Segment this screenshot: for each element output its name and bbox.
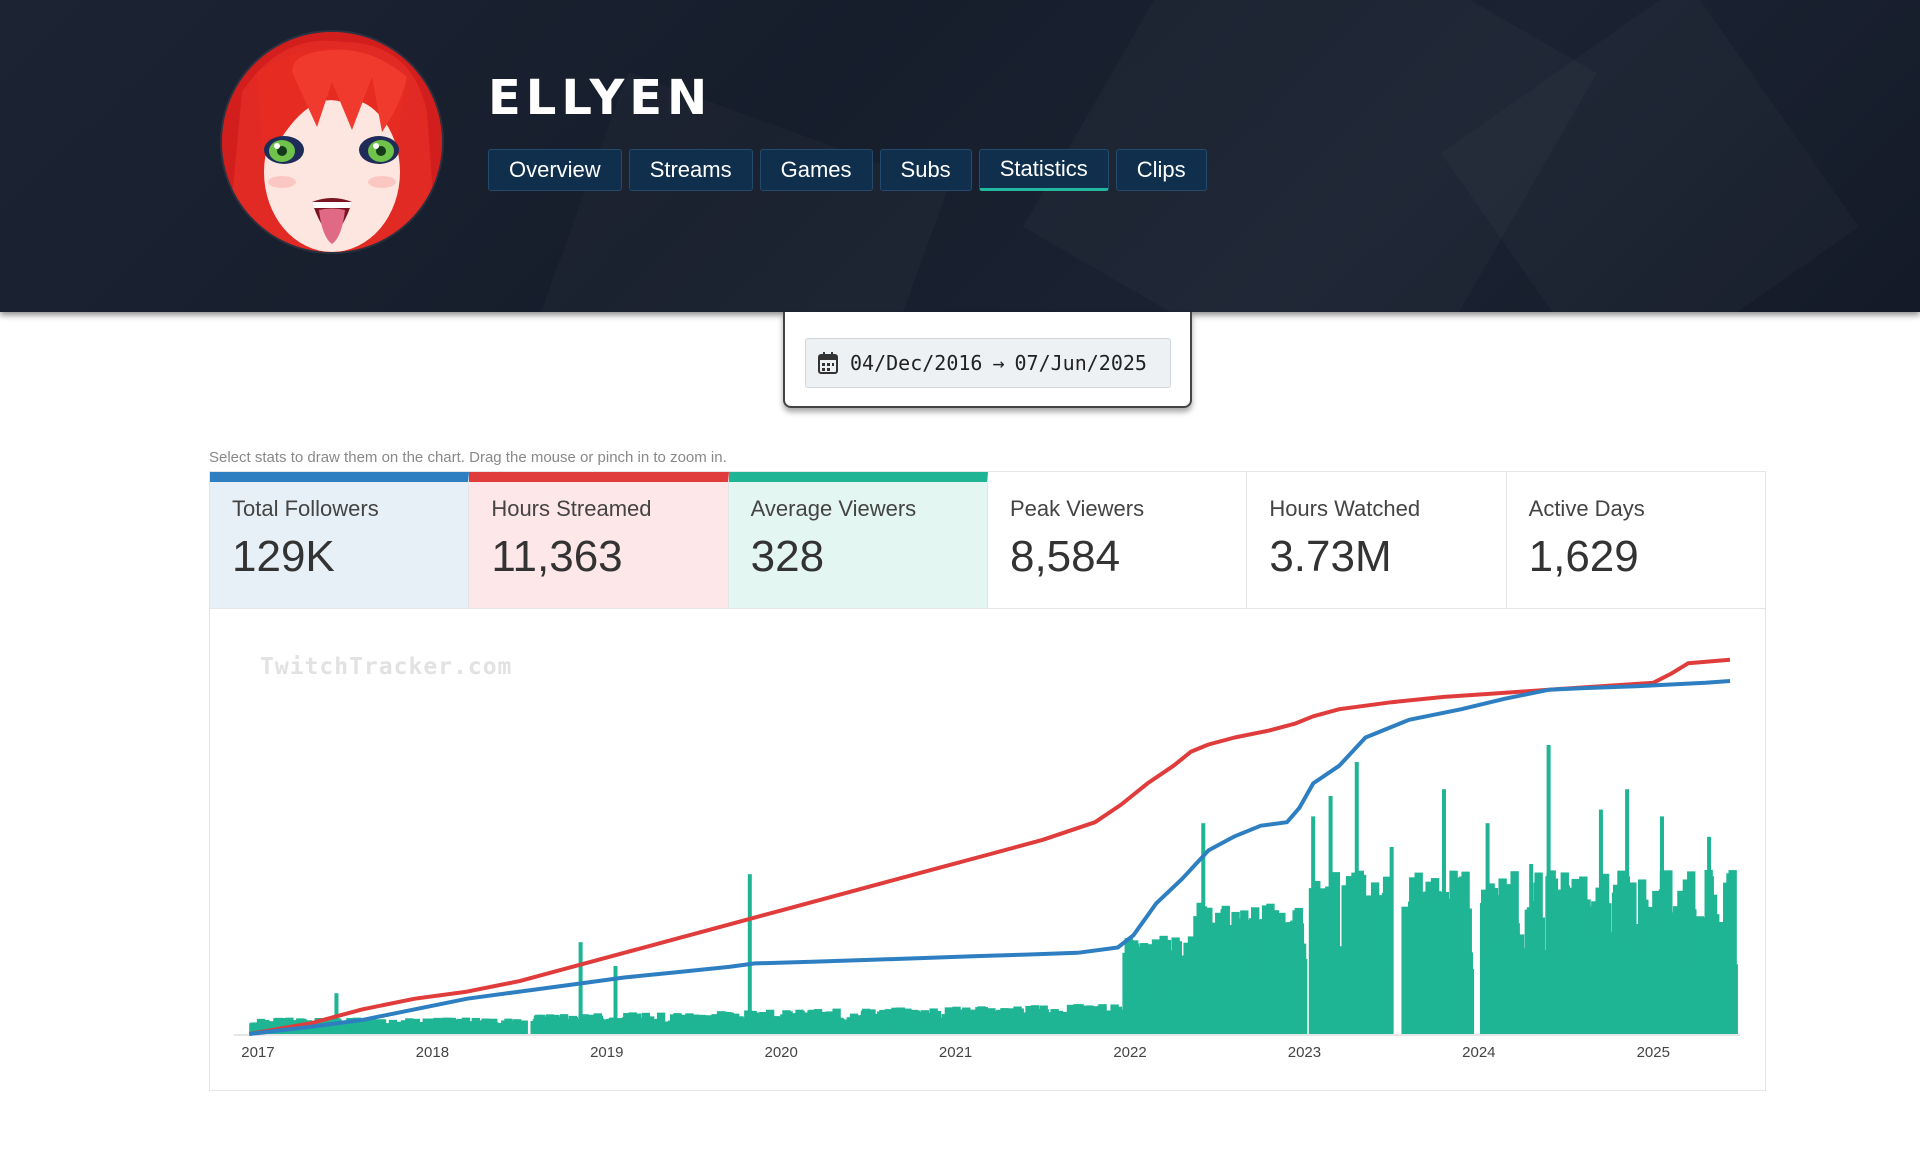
stat-value: 11,363: [491, 532, 623, 581]
average-viewers-spike: [1707, 836, 1712, 1034]
date-range-picker[interactable]: 04/Dec/2016 → 07/Jun/2025: [805, 338, 1171, 388]
tab-statistics[interactable]: Statistics: [978, 149, 1109, 191]
average-viewers-bar: [1030, 1005, 1040, 1034]
stat-value: 1,629: [1528, 532, 1639, 581]
average-viewers-spike: [613, 966, 618, 1034]
stat-label: Peak Viewers: [1009, 496, 1145, 521]
hours-streamed-line: [248, 657, 1731, 1036]
average-viewers-bar: [1382, 876, 1392, 1034]
avatar-image: [222, 32, 442, 252]
channel-tabs: Overview Streams Games Subs Statistics C…: [488, 149, 1207, 191]
stat-total-followers[interactable]: Total Followers 129K: [210, 472, 470, 608]
stat-label: Average Viewers: [750, 496, 917, 521]
average-viewers-bar: [370, 1019, 379, 1034]
stat-label: Total Followers: [232, 496, 379, 521]
chart-canvas[interactable]: 2017 2018 2019 2020 2021 2022 2023 2024 2025: [210, 609, 1765, 1089]
watermark: TwitchTracker.com: [260, 654, 513, 680]
stat-label: Active Days: [1528, 496, 1645, 521]
average-viewers-spike: [578, 942, 583, 1034]
x-axis-ticks: 2017 2018 2019 2020 2021 2022 2023 2024 2025: [241, 1044, 1670, 1061]
calendar-icon: [818, 352, 838, 374]
stat-label: Hours Streamed: [491, 496, 652, 521]
x-tick-label: 2020: [765, 1044, 798, 1061]
average-viewers-bar: [519, 1020, 528, 1034]
arrow-right-icon: →: [992, 351, 1005, 375]
average-viewers-spike: [1598, 809, 1603, 1034]
average-viewers-bar: [1465, 969, 1475, 1034]
tab-clips[interactable]: Clips: [1115, 149, 1207, 191]
average-viewers-bar: [1728, 870, 1737, 1034]
average-viewers-bars: [249, 745, 1738, 1034]
average-viewers-spike: [1328, 796, 1333, 1034]
stat-peak-viewers[interactable]: Peak Viewers 8,584: [987, 472, 1248, 608]
average-viewers-spike: [334, 993, 339, 1034]
average-viewers-spike: [1311, 816, 1316, 1034]
x-tick-label: 2024: [1462, 1044, 1495, 1061]
stat-value: 129K: [232, 532, 335, 581]
average-viewers-spike: [1485, 823, 1490, 1034]
x-tick-label: 2017: [241, 1044, 274, 1061]
x-tick-label: 2022: [1113, 1044, 1146, 1061]
average-viewers-spike: [1659, 816, 1664, 1034]
stat-average-viewers[interactable]: Average Viewers 328: [728, 472, 988, 608]
average-viewers-spike: [1441, 789, 1446, 1034]
date-end: 07/Jun/2025: [1014, 351, 1147, 375]
stats-chart[interactable]: TwitchTracker.com 2017 2018 2019 2020 2021 20…: [209, 609, 1766, 1091]
average-viewers-spike: [1529, 864, 1534, 1034]
average-viewers-bar: [765, 1009, 775, 1034]
channel-header: ELLYEN Overview Streams Games Subs Stati…: [0, 0, 1920, 312]
total-followers-line: [248, 679, 1731, 1036]
average-viewers-spike: [1201, 823, 1206, 1034]
stat-hours-watched[interactable]: Hours Watched 3.73M: [1247, 472, 1507, 608]
tab-overview[interactable]: Overview: [488, 149, 622, 191]
average-viewers-spike: [1625, 789, 1630, 1034]
average-viewers-bar: [1677, 890, 1686, 1034]
average-viewers-spike: [1354, 762, 1359, 1034]
x-tick-label: 2019: [590, 1044, 623, 1061]
x-tick-label: 2023: [1288, 1044, 1321, 1061]
average-viewers-bar: [753, 1012, 763, 1034]
average-viewers-bar: [1298, 959, 1308, 1034]
stat-value: 328: [750, 532, 825, 581]
x-tick-label: 2018: [416, 1044, 449, 1061]
chart-hint: Select stats to draw them on the chart. …: [209, 449, 727, 466]
stat-hours-streamed[interactable]: Hours Streamed 11,363: [469, 472, 729, 608]
average-viewers-spike: [747, 874, 752, 1034]
average-viewers-spike: [1389, 847, 1394, 1034]
average-viewers-bar: [411, 1018, 421, 1034]
stat-value: 8,584: [1009, 532, 1121, 581]
stat-active-days[interactable]: Active Days 1,629: [1506, 472, 1765, 608]
average-viewers-bar: [1516, 948, 1526, 1034]
tab-subs[interactable]: Subs: [879, 149, 972, 191]
stats-row: Total Followers 129K Hours Streamed 11,3…: [209, 471, 1766, 609]
tab-streams[interactable]: Streams: [628, 149, 753, 191]
stat-label: Hours Watched: [1269, 496, 1421, 521]
x-tick-label: 2025: [1637, 1044, 1670, 1061]
tab-games[interactable]: Games: [759, 149, 873, 191]
average-viewers-bar: [1729, 964, 1738, 1034]
channel-name: ELLYEN: [488, 70, 713, 126]
average-viewers-bar: [1370, 882, 1380, 1034]
stat-value: 3.73M: [1269, 532, 1392, 581]
x-tick-label: 2021: [939, 1044, 972, 1061]
average-viewers-spike: [1546, 745, 1551, 1034]
avatar[interactable]: [222, 32, 442, 252]
date-start: 04/Dec/2016: [850, 351, 983, 375]
date-range-panel: 04/Dec/2016 → 07/Jun/2025: [783, 312, 1192, 408]
